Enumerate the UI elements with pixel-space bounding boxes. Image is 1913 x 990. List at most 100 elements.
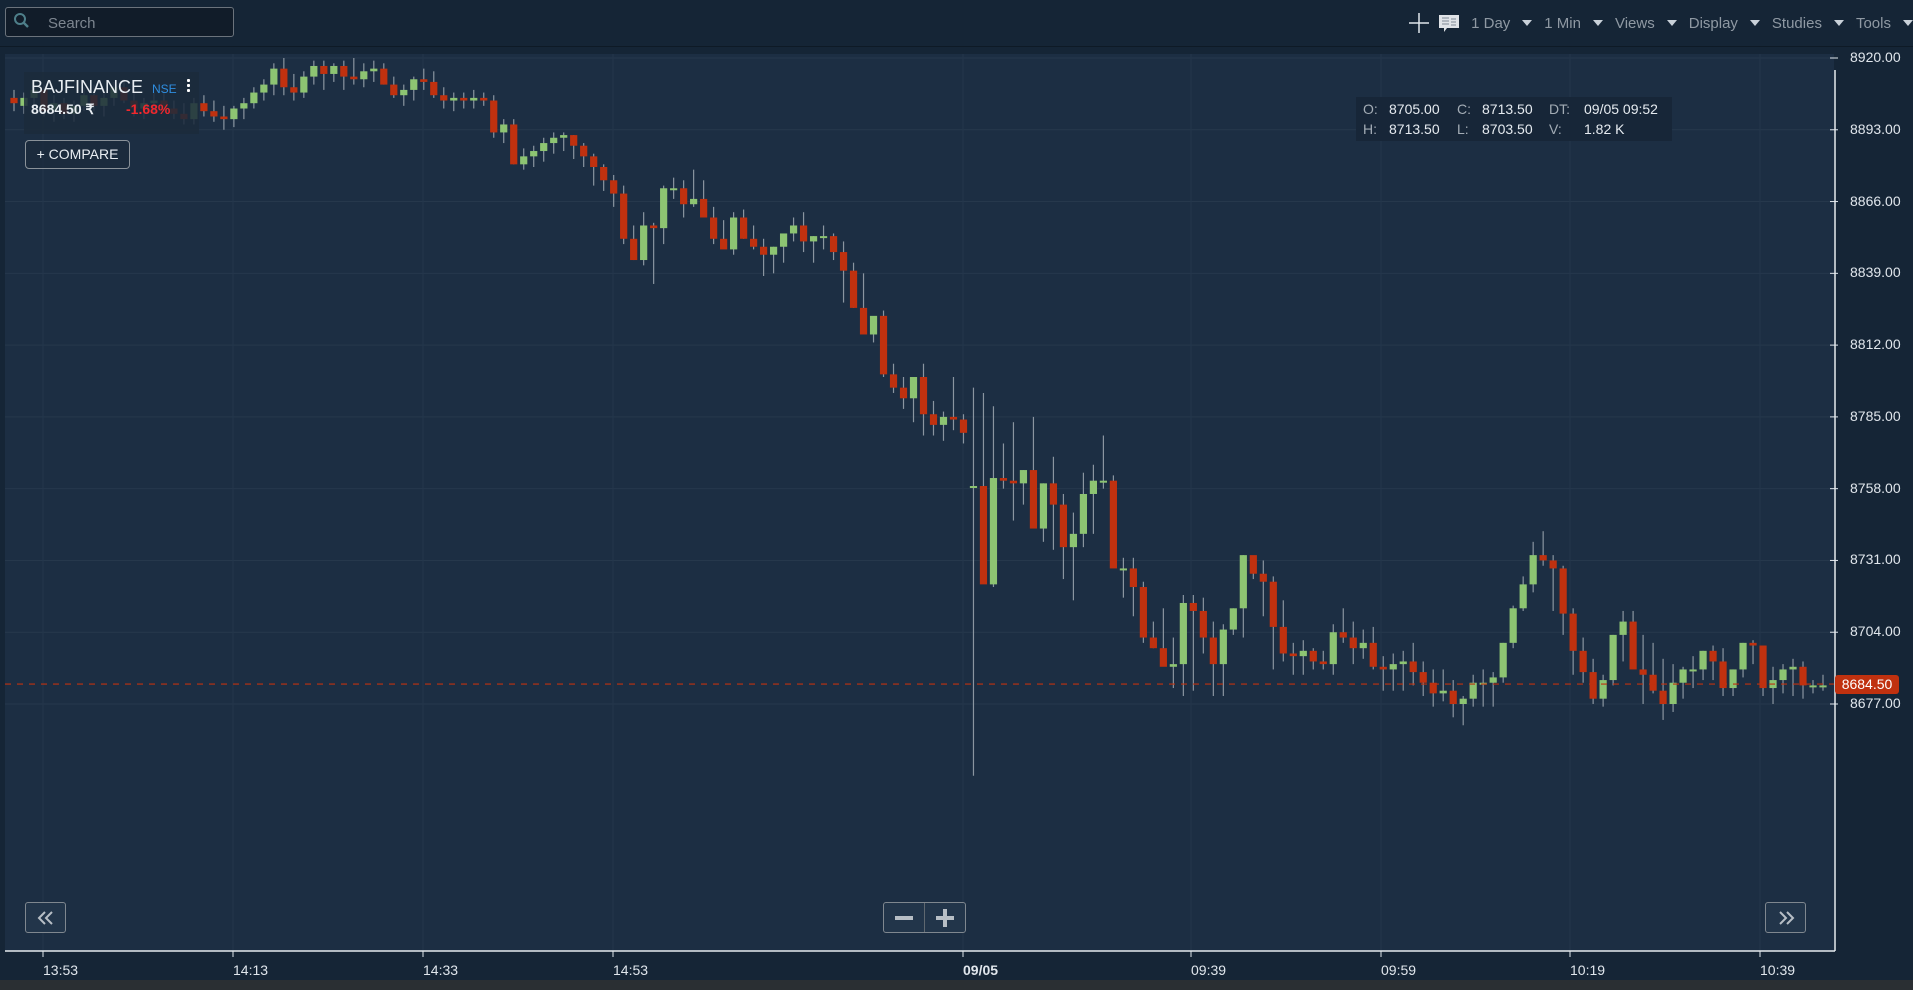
candle-body [210,111,218,117]
symbol-name: BAJFINANCE [31,77,144,97]
candle-body [1429,682,1437,694]
candle-body [1109,480,1117,569]
exchange-label: NSE [152,82,177,96]
candle-body [1449,690,1457,704]
candle-body [1399,661,1407,665]
datetime-label: DT: [1549,101,1570,117]
candle-body [989,478,998,585]
y-tick-label: 8920.00 [1850,49,1901,65]
candle-body [799,225,808,242]
candle-body [10,97,18,104]
chevron-down-icon [1903,20,1913,26]
candle-body [1299,650,1307,657]
chart-menu-bar: 1 Day 1 Min Views Display Studies Tools [1407,0,1913,46]
candle-body [1789,666,1797,670]
candle-body [730,217,738,250]
candle-body [1819,685,1827,688]
candle-body [1319,661,1327,665]
candle-body [1269,581,1277,627]
candle-body [520,156,528,165]
interval-menu[interactable]: 1 Min [1544,15,1611,32]
candle-body [290,87,298,93]
candle-body [240,103,248,109]
more-options-icon[interactable] [185,78,191,94]
low-label: L: [1457,121,1469,137]
candle-body [480,97,488,101]
candle-body [1049,483,1058,505]
candle-body [829,236,838,253]
candle-body [909,377,918,399]
volume-value: 1.82 K [1584,121,1625,137]
candle-body [999,478,1008,481]
search-icon [13,12,31,30]
candle-body [560,135,568,138]
studies-menu[interactable]: Studies [1772,15,1852,32]
news-icon[interactable] [1437,11,1461,35]
candle-body [200,103,208,112]
views-menu[interactable]: Views [1615,15,1685,32]
candle-body [490,100,498,133]
candle-body [1309,650,1317,662]
candle-body [450,97,458,101]
candle-body [280,68,288,88]
candle-body [759,246,768,255]
candle-body [889,374,898,388]
candle-body [530,151,538,157]
candle-body [440,95,448,101]
candle-body [1499,642,1507,678]
scroll-back-button[interactable] [25,902,66,933]
zoom-out-button[interactable] [884,903,924,932]
candle-body [1549,560,1557,569]
candle-body [1489,677,1497,683]
open-label: O: [1363,101,1378,117]
candle-body [1089,480,1098,494]
display-menu[interactable]: Display [1689,15,1768,32]
candle-body [1189,602,1197,611]
chart-area[interactable] [5,54,1834,951]
candle-body [270,68,278,85]
period-menu[interactable]: 1 Day [1471,15,1540,32]
candle-body [220,116,228,120]
candle-body [979,486,988,585]
datetime-value: 09/05 09:52 [1584,101,1658,117]
candle-body [1139,587,1147,638]
zoom-controls [883,902,966,933]
candle-body [320,65,328,74]
candle-body [1339,632,1347,638]
candle-body [1199,610,1207,638]
candle-body [739,217,748,239]
candle-body [1669,682,1677,704]
scroll-forward-button[interactable] [1765,902,1806,933]
candle-body [929,414,938,425]
candle-body [1239,555,1247,609]
candle-body [1029,470,1038,529]
candle-body [1689,669,1697,672]
candle-body [350,76,358,80]
candle-body [1159,648,1167,667]
candle-body [849,270,858,308]
y-tick-label: 8731.00 [1850,551,1901,568]
zoom-in-button[interactable] [924,903,965,932]
candle-body [620,193,628,239]
candle-body [20,97,28,106]
candle-body [470,97,478,101]
search-box[interactable] [5,7,234,37]
last-price: 8684.50 ₹ [31,101,95,117]
candle-body [1529,555,1537,585]
crosshair-icon[interactable] [1407,11,1431,35]
candle-body [590,156,598,167]
low-value: 8703.50 [1482,121,1533,137]
candle-body [1519,584,1527,609]
candle-body [610,180,618,194]
compare-button[interactable]: + COMPARE [25,140,130,169]
candle-body [660,188,668,229]
interval-label: 1 Min [1544,14,1581,32]
search-input[interactable] [46,13,230,33]
tools-menu[interactable]: Tools [1856,15,1913,32]
candle-body [1459,698,1467,704]
candle-body [839,252,848,271]
ohlc-tooltip: O: 8705.00 C: 8713.50 DT: 09/05 09:52 H:… [1356,97,1672,141]
candle-body [540,143,548,152]
candle-body [1539,555,1547,561]
